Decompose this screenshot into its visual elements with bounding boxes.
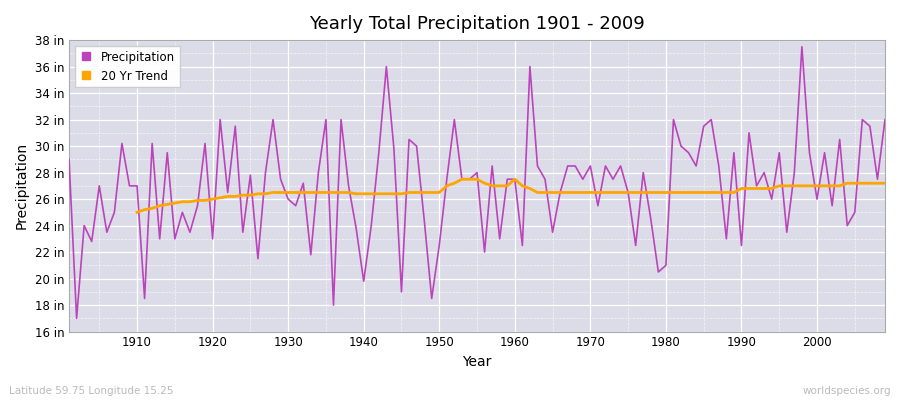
20 Yr Trend bbox=[585, 190, 596, 195]
Precipitation bbox=[796, 44, 807, 49]
Precipitation bbox=[298, 181, 309, 186]
Text: worldspecies.org: worldspecies.org bbox=[803, 386, 891, 396]
Line: Precipitation: Precipitation bbox=[69, 47, 885, 318]
Precipitation bbox=[517, 243, 527, 248]
20 Yr Trend bbox=[850, 181, 860, 186]
Title: Yearly Total Precipitation 1901 - 2009: Yearly Total Precipitation 1901 - 2009 bbox=[309, 15, 645, 33]
X-axis label: Year: Year bbox=[463, 355, 491, 369]
Line: 20 Yr Trend: 20 Yr Trend bbox=[137, 179, 885, 212]
20 Yr Trend bbox=[305, 190, 316, 195]
Precipitation bbox=[71, 316, 82, 321]
Precipitation bbox=[64, 157, 75, 162]
20 Yr Trend bbox=[827, 184, 838, 188]
Precipitation bbox=[509, 177, 520, 182]
Precipitation bbox=[879, 117, 890, 122]
Text: Latitude 59.75 Longitude 15.25: Latitude 59.75 Longitude 15.25 bbox=[9, 386, 174, 396]
Legend: Precipitation, 20 Yr Trend: Precipitation, 20 Yr Trend bbox=[75, 46, 180, 87]
Y-axis label: Precipitation: Precipitation bbox=[15, 142, 29, 230]
20 Yr Trend bbox=[879, 181, 890, 186]
Precipitation bbox=[131, 184, 142, 188]
Precipitation bbox=[608, 177, 618, 182]
20 Yr Trend bbox=[456, 177, 467, 182]
20 Yr Trend bbox=[525, 186, 535, 191]
20 Yr Trend bbox=[131, 210, 142, 215]
20 Yr Trend bbox=[275, 190, 286, 195]
Precipitation bbox=[343, 184, 354, 188]
